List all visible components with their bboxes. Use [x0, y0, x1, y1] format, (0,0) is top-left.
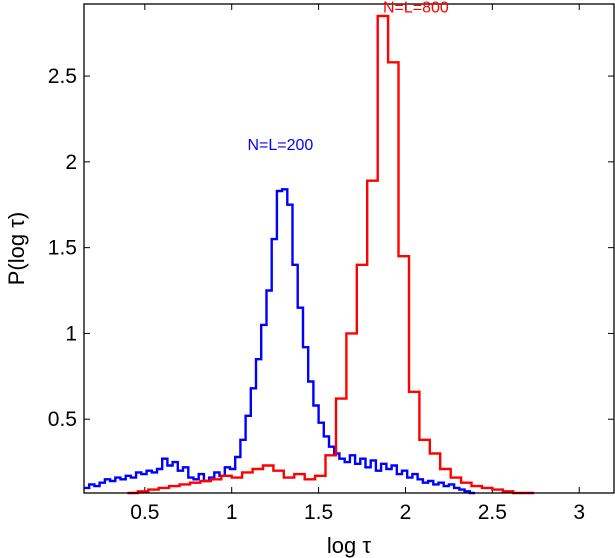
series-annotation: N=L=200 [247, 137, 313, 154]
x-tick-label: 2 [400, 501, 412, 524]
series-layer [84, 14, 535, 495]
x-axis-label: log τ [327, 533, 371, 558]
x-tick-label: 1.5 [304, 501, 333, 524]
histogram-series-2 [127, 14, 535, 495]
x-tick-label: 1 [226, 501, 238, 524]
y-tick-label: 0.5 [48, 408, 77, 431]
series-annotation: N=L=800 [383, 0, 449, 17]
annotation-layer: N=L=200 N=L=800 [247, 0, 448, 154]
x-tick-label: 2.5 [478, 501, 507, 524]
y-tick-label: 2.5 [48, 65, 77, 88]
plot-frame [83, 3, 615, 494]
x-tick-label: 0.5 [130, 501, 159, 524]
y-axis-label: P(log τ) [4, 212, 29, 286]
y-tick-label: 1 [65, 322, 77, 345]
tick-layer: 0.5 1 1.5 2 2.5 3 0.5 1 1.5 2 2.5 [48, 4, 614, 524]
y-tick-label: 1.5 [48, 237, 77, 260]
x-tick-label: 3 [573, 501, 585, 524]
histogram-series-1 [84, 188, 475, 495]
y-tick-label: 2 [65, 151, 77, 174]
